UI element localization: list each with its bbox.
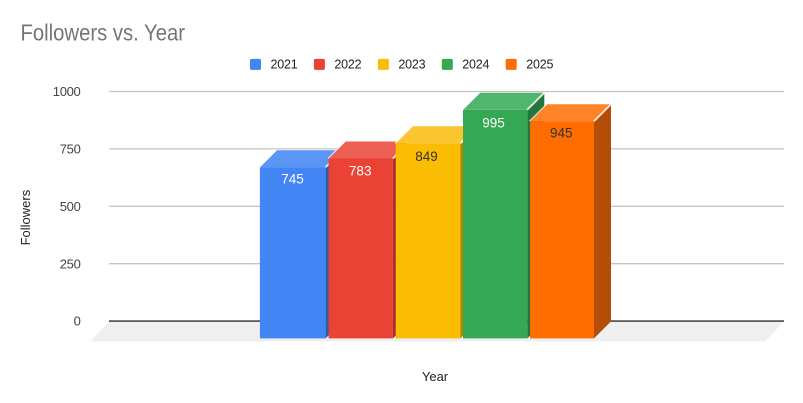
svg-text:Followers vs. Year: Followers vs. Year <box>21 20 186 46</box>
svg-text:0: 0 <box>74 314 81 329</box>
svg-text:945: 945 <box>550 126 573 141</box>
svg-text:2022: 2022 <box>334 58 361 72</box>
svg-text:2021: 2021 <box>271 58 298 72</box>
svg-text:500: 500 <box>60 199 81 214</box>
svg-text:Year: Year <box>422 369 449 384</box>
svg-text:2023: 2023 <box>398 58 425 72</box>
svg-text:1000: 1000 <box>53 84 81 99</box>
svg-text:750: 750 <box>60 142 81 157</box>
svg-text:783: 783 <box>349 164 372 179</box>
svg-text:849: 849 <box>415 149 438 164</box>
svg-text:2024: 2024 <box>462 58 489 72</box>
svg-text:250: 250 <box>60 256 81 271</box>
svg-text:995: 995 <box>482 116 505 131</box>
svg-text:2025: 2025 <box>526 58 553 72</box>
svg-text:Followers: Followers <box>18 189 33 245</box>
svg-text:745: 745 <box>281 171 304 186</box>
